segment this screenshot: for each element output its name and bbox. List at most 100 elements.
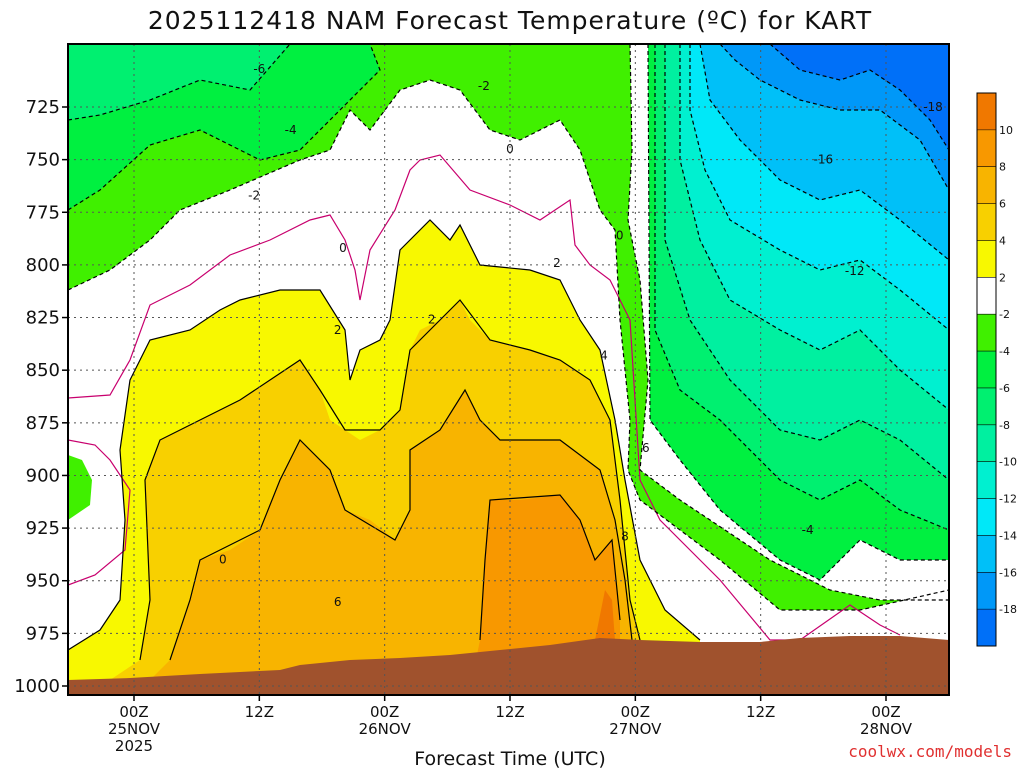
x-tick-label: 25NOV: [108, 720, 161, 738]
colorbar-swatch: [977, 461, 996, 500]
y-tick-label: 800: [26, 255, 60, 276]
contour-warm-inner: [139, 299, 641, 661]
y-tick-label: 875: [26, 413, 60, 434]
contour-cold-10: [699, 44, 949, 261]
contour-warm-outline: [68, 219, 701, 651]
colorbar-swatch: [977, 609, 996, 647]
y-tick-label: 950: [26, 571, 60, 592]
y-tick-label: 750: [26, 150, 60, 171]
y-tick-label: 975: [26, 623, 60, 644]
colorbar: 10 8 6 4 2 -2 -4 -6 -8 -10 -12 -14 -16 -18: [976, 92, 1017, 647]
chart-title: 2025112418 NAM Forecast Temperature (ºC)…: [148, 6, 872, 35]
colorbar-label: -14: [999, 529, 1017, 542]
colorbar-label: -4: [999, 345, 1010, 358]
contour-zero-left: [68, 439, 131, 586]
contour-cold-7: [664, 44, 949, 481]
x-tick-label: 00Z: [621, 703, 650, 721]
contour-label: 2: [428, 313, 436, 327]
terrain: [68, 636, 949, 695]
contour-label: 8: [621, 530, 629, 544]
colorbar-swatch: [977, 240, 996, 278]
fill-above-10: [595, 590, 615, 640]
contour-label: 6: [334, 595, 342, 609]
grid: [68, 44, 949, 695]
contour-label: 0: [506, 142, 514, 156]
contour-hottest: [479, 494, 621, 641]
contour-cold-1: [68, 79, 949, 611]
colorbar-swatch: [977, 93, 996, 131]
contour-label: 4: [600, 348, 608, 362]
contour-cold-6: [654, 44, 949, 531]
colorbar-label: -10: [999, 456, 1017, 469]
colorbar-swatch: [977, 166, 996, 205]
x-tick-label: 12Z: [495, 703, 524, 721]
contour-cold-12: [769, 44, 949, 151]
contour-label: 0: [339, 241, 347, 255]
fill-left-notch: [68, 455, 92, 520]
contour-cold-8: [679, 44, 949, 411]
y-tick-label: 925: [26, 518, 60, 539]
x-tick-label: 27NOV: [609, 720, 662, 738]
contour-label: 0: [616, 228, 624, 242]
contour-label: 2: [334, 323, 342, 337]
contour-label: -4: [285, 123, 297, 137]
contour-label: -12: [845, 264, 865, 278]
x-axis-label: Forecast Time (UTC): [414, 748, 605, 768]
fill-below-minus18: [770, 44, 949, 150]
colorbar-swatch: [977, 498, 996, 536]
y-tick-label: 725: [26, 97, 60, 118]
colorbar-label: -16: [999, 566, 1017, 579]
colorbar-label: 10: [999, 124, 1013, 137]
contour-cold-4: [627, 44, 949, 601]
colorbar-swatch: [977, 572, 996, 610]
fill-minus6-to-minus8-left: [68, 44, 290, 120]
colorbar-label: -6: [999, 382, 1010, 395]
colorbar-frame: [976, 92, 997, 647]
contour-cold-11: [719, 44, 949, 191]
contour-label: -18: [923, 100, 943, 114]
colorbar-swatch: [977, 314, 996, 352]
x-tick-label: 26NOV: [359, 720, 412, 738]
x-tick-label: 00Z: [119, 703, 148, 721]
colorbar-swatch: [977, 387, 996, 426]
colorbar-label: 4: [999, 234, 1006, 247]
contour-label: 6: [642, 441, 650, 455]
contour-label: 2: [553, 256, 561, 270]
y-axis: 725 750 775 800 825 850 875 900 925 950 975 1000: [14, 97, 68, 697]
colorbar-swatch: [977, 351, 996, 389]
contour-hot: [169, 388, 633, 661]
contour-lines: [68, 44, 949, 661]
contour-label: -16: [814, 153, 834, 167]
plot-area: [68, 44, 949, 695]
contour-label: -2: [478, 79, 490, 93]
x-tick-label: 2025: [115, 737, 153, 755]
x-tick-label: 12Z: [245, 703, 274, 721]
colorbar-label: 6: [999, 198, 1006, 211]
contour-labels: -6 -2 -4 -2 0 0 0 2 2 2 4 6 8 6 0 -16 -18 -12 -4: [219, 62, 943, 609]
y-tick-label: 1000: [14, 676, 60, 697]
contour-cold-5: [647, 44, 949, 581]
colorbar-swatch: [977, 277, 996, 315]
contour-cold-9: [689, 44, 949, 331]
y-tick-label: 900: [26, 465, 60, 486]
colorbar-swatch: [977, 424, 996, 463]
colorbar-label: -2: [999, 308, 1010, 321]
y-tick-label: 825: [26, 308, 60, 329]
y-tick-label: 775: [26, 202, 60, 223]
y-tick-label: 850: [26, 360, 60, 381]
contour-label: -6: [253, 62, 265, 76]
contour-cold-3: [68, 44, 291, 121]
x-tick-label: 00Z: [370, 703, 399, 721]
colorbar-swatch: [977, 535, 996, 573]
credit-text: coolwx.com/models: [848, 742, 1012, 761]
contour-zero-main: [68, 154, 901, 641]
x-tick-label: 28NOV: [860, 720, 913, 738]
x-tick-label: 12Z: [746, 703, 775, 721]
colorbar-swatch: [977, 129, 996, 168]
x-tick-label: 00Z: [871, 703, 900, 721]
contour-label: -2: [248, 188, 260, 202]
colorbar-label: -18: [999, 603, 1017, 616]
contour-label: 0: [219, 553, 227, 567]
colorbar-label: -12: [999, 493, 1017, 506]
